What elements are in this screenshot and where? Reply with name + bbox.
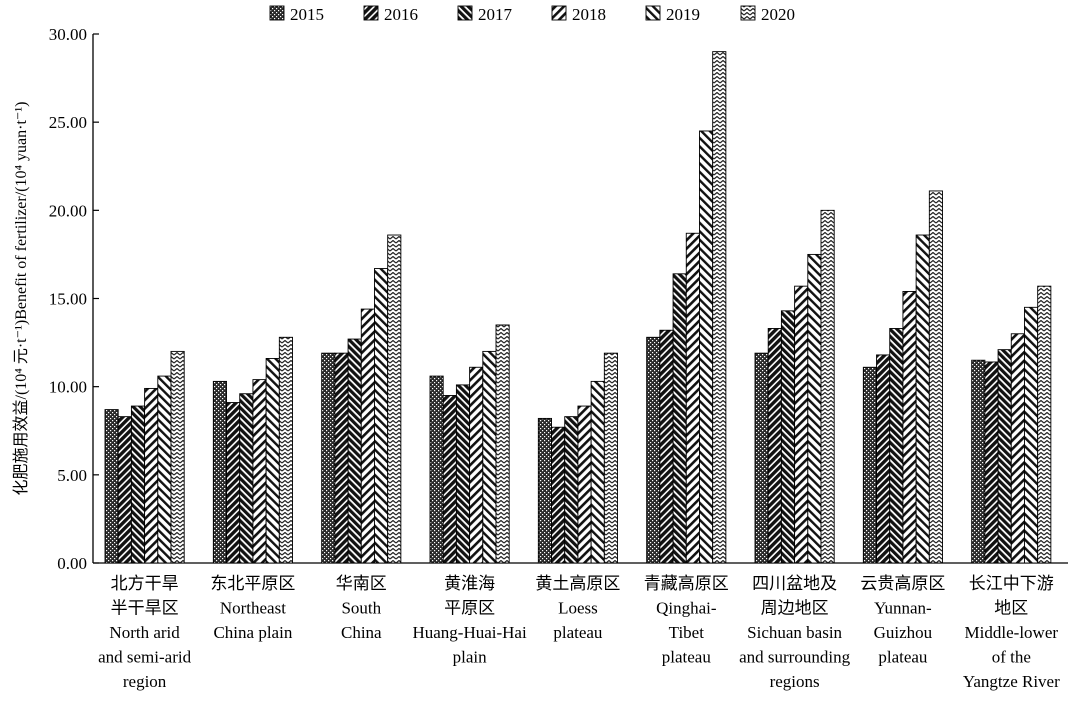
legend-label-2018: 2018	[572, 5, 606, 24]
bar-2020-6	[820, 209, 835, 564]
y-tick-label: 20.00	[49, 201, 87, 220]
bar-2015-4	[537, 417, 552, 564]
legend-label-2020: 2020	[761, 5, 795, 24]
bar-2016-8	[984, 361, 999, 564]
bar-2016-2	[334, 352, 349, 564]
bar-2020-7	[928, 190, 943, 564]
category-label-4: 黄土高原区 Loess plateau	[535, 574, 620, 642]
bar-2020-8	[1037, 285, 1052, 564]
legend-label-2016: 2016	[384, 5, 418, 24]
bar-2017-0	[130, 405, 146, 564]
bar-2019-2	[374, 268, 389, 564]
category-labels: 北方干旱半干旱区 North arid and semi-arid region 东北平…	[98, 574, 1060, 691]
bar-2018-8	[1010, 333, 1025, 564]
legend-label-2017: 2017	[478, 5, 513, 24]
bar-2020-2	[387, 234, 402, 564]
bar-2019-8	[1024, 306, 1039, 564]
bar-2016-3	[442, 395, 457, 564]
bar-2017-8	[997, 349, 1012, 564]
bar-2017-4	[564, 416, 579, 564]
bar-2016-7	[876, 354, 891, 564]
category-label-2: 华南区 South China	[336, 574, 387, 642]
bar-2019-6	[807, 253, 822, 564]
y-tick-label: 10.00	[49, 378, 87, 397]
bar-2020-5	[712, 51, 727, 564]
bars	[104, 51, 1052, 564]
legend-label-2019: 2019	[666, 5, 700, 24]
bar-2017-6	[780, 310, 796, 564]
bar-2018-2	[360, 308, 375, 564]
category-label-5: 青藏高原区 Qinghai-Tibet plateau	[644, 574, 729, 667]
bar-2016-0	[117, 416, 132, 564]
bar-2015-5	[646, 336, 661, 564]
category-label-1: 东北平原区 Northeast China plain	[210, 574, 295, 642]
legend-label-2015: 2015	[290, 5, 324, 24]
bar-2015-7	[862, 366, 877, 564]
bar-2019-4	[590, 380, 605, 564]
bar-2016-4	[551, 426, 566, 564]
bar-2017-7	[889, 328, 904, 564]
category-label-8: 长江中下游地区 Middle-lower of the Yangtze River	[963, 574, 1060, 691]
y-tick-label: 25.00	[49, 113, 87, 132]
legend-swatch-2017	[457, 5, 473, 21]
bar-2020-1	[278, 336, 293, 564]
bar-2018-4	[577, 405, 592, 564]
legend-swatch-2016	[363, 5, 379, 21]
bar-2020-3	[495, 324, 510, 564]
bar-2015-3	[429, 375, 444, 564]
bar-2018-0	[144, 387, 159, 564]
category-label-7: 云贵高原区 Yunnan-Guizhou plateau	[860, 574, 945, 667]
bar-2016-1	[226, 402, 241, 564]
bar-2018-6	[794, 285, 809, 564]
category-label-6: 四川盆地及周边地区 Sichuan basin and surrounding reg…	[739, 574, 850, 691]
legend-swatch-2015	[269, 5, 285, 21]
bar-2019-3	[482, 350, 497, 564]
bar-2020-0	[170, 350, 185, 564]
bar-2015-1	[212, 380, 227, 564]
bar-2016-5	[659, 329, 674, 564]
bar-2020-4	[603, 352, 618, 564]
legend: 2015 2016 2017 2018 2019 2020	[269, 5, 795, 24]
category-label-0: 北方干旱半干旱区 North arid and semi-arid region	[98, 574, 191, 691]
legend-swatch-2020	[740, 5, 756, 21]
bar-2018-7	[902, 291, 917, 564]
bar-2017-5	[672, 273, 687, 564]
legend-swatch-2018	[551, 5, 567, 21]
bar-2016-6	[767, 328, 782, 564]
bar-2019-0	[157, 375, 172, 564]
legend-swatch-2019	[645, 5, 661, 21]
bar-2015-8	[971, 359, 986, 564]
y-tick-label: 30.00	[49, 25, 87, 44]
y-tick-label: 5.00	[57, 466, 87, 485]
bar-2017-3	[455, 384, 471, 564]
bar-2015-6	[754, 352, 769, 564]
y-axis-title: 化肥施用效益/(10⁴ 元·t⁻¹)Benefit of fertilizer/…	[12, 102, 30, 496]
category-label-3: 黄淮海平原区 Huang-Huai-Hai plain	[412, 574, 527, 667]
bar-2019-1	[265, 358, 280, 564]
bar-2017-1	[239, 393, 254, 564]
bar-2018-1	[252, 379, 267, 564]
bar-2018-3	[469, 366, 484, 564]
y-tick-label: 0.00	[57, 554, 87, 573]
bar-2018-5	[685, 232, 700, 564]
y-tick-label: 15.00	[49, 290, 87, 309]
bar-2015-0	[104, 409, 119, 564]
bar-2019-7	[915, 234, 930, 564]
bar-2015-2	[321, 352, 336, 564]
bar-2017-2	[347, 338, 362, 564]
bar-2019-5	[699, 130, 714, 564]
